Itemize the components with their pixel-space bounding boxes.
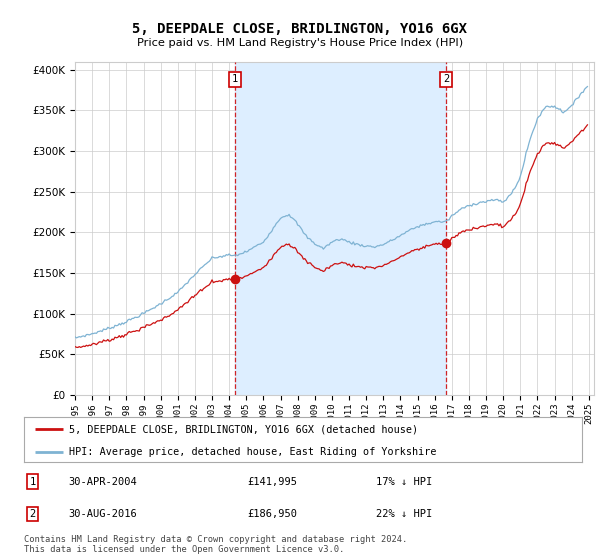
- Text: 1: 1: [29, 477, 35, 487]
- Text: 5, DEEPDALE CLOSE, BRIDLINGTON, YO16 6GX (detached house): 5, DEEPDALE CLOSE, BRIDLINGTON, YO16 6GX…: [68, 424, 418, 435]
- Text: 2: 2: [29, 509, 35, 519]
- Text: 5, DEEPDALE CLOSE, BRIDLINGTON, YO16 6GX: 5, DEEPDALE CLOSE, BRIDLINGTON, YO16 6GX: [133, 22, 467, 36]
- Text: 22% ↓ HPI: 22% ↓ HPI: [376, 509, 432, 519]
- Text: 1: 1: [232, 74, 238, 85]
- Text: Price paid vs. HM Land Registry's House Price Index (HPI): Price paid vs. HM Land Registry's House …: [137, 38, 463, 48]
- Text: 17% ↓ HPI: 17% ↓ HPI: [376, 477, 432, 487]
- Text: £141,995: £141,995: [247, 477, 297, 487]
- Text: 30-AUG-2016: 30-AUG-2016: [68, 509, 137, 519]
- Text: 30-APR-2004: 30-APR-2004: [68, 477, 137, 487]
- Text: 2: 2: [443, 74, 449, 85]
- Bar: [235, 62, 446, 395]
- Text: HPI: Average price, detached house, East Riding of Yorkshire: HPI: Average price, detached house, East…: [68, 447, 436, 457]
- Text: £186,950: £186,950: [247, 509, 297, 519]
- Text: Contains HM Land Registry data © Crown copyright and database right 2024.
This d: Contains HM Land Registry data © Crown c…: [24, 535, 407, 554]
